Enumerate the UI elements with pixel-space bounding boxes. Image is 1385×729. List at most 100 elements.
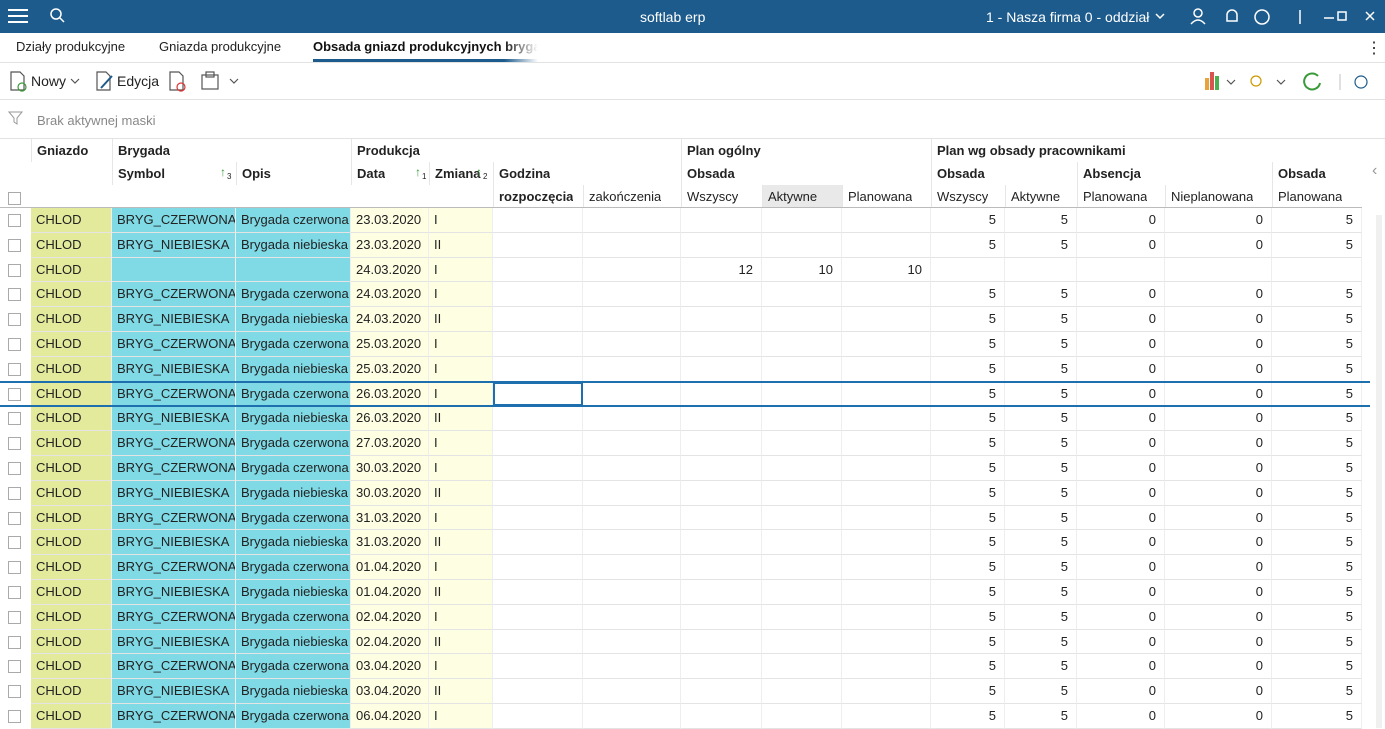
cell[interactable]: 5: [1272, 456, 1362, 481]
cell[interactable]: I: [429, 431, 493, 456]
cell[interactable]: [681, 654, 762, 680]
cell[interactable]: 5: [931, 679, 1005, 704]
cell[interactable]: 5: [931, 431, 1005, 456]
cell[interactable]: [842, 381, 931, 407]
cell[interactable]: 5: [1272, 232, 1362, 258]
cell[interactable]: I: [429, 654, 493, 680]
cell[interactable]: BRYG_NIEBIESKA: [112, 232, 236, 258]
cell[interactable]: 26.03.2020: [351, 406, 429, 432]
cell[interactable]: [681, 580, 762, 605]
row-checkbox[interactable]: [8, 387, 21, 401]
row-checkbox[interactable]: [8, 263, 21, 277]
cell[interactable]: [583, 704, 681, 729]
cell[interactable]: [681, 480, 762, 506]
cell[interactable]: BRYG_CZERWONA: [112, 456, 236, 481]
cell[interactable]: 5: [1272, 208, 1362, 233]
cell[interactable]: 01.04.2020: [351, 555, 429, 580]
row-checkbox[interactable]: [8, 313, 21, 327]
cell[interactable]: 26.03.2020: [351, 381, 429, 407]
row-checkbox[interactable]: [8, 511, 21, 525]
cell[interactable]: 0: [1077, 431, 1165, 456]
row-checkbox[interactable]: [8, 710, 21, 723]
cell[interactable]: 0: [1165, 480, 1272, 506]
cell[interactable]: I: [429, 356, 493, 382]
cell[interactable]: [493, 307, 583, 332]
cell[interactable]: BRYG_CZERWONA: [112, 282, 236, 308]
cell[interactable]: CHLOD: [31, 356, 112, 382]
cell[interactable]: [842, 480, 931, 506]
cell[interactable]: 5: [1272, 530, 1362, 556]
row-checkbox[interactable]: [8, 462, 21, 475]
cell[interactable]: [493, 406, 583, 432]
cell[interactable]: Brygada czerwona: [236, 555, 351, 580]
cell[interactable]: 5: [1005, 629, 1077, 655]
cell[interactable]: BRYG_CZERWONA: [112, 505, 236, 531]
cell[interactable]: [493, 332, 583, 357]
cell[interactable]: 0: [1165, 629, 1272, 655]
cell[interactable]: Brygada niebieska: [236, 679, 351, 704]
cell[interactable]: [583, 654, 681, 680]
cell[interactable]: [842, 332, 931, 357]
selected-cell[interactable]: [493, 381, 583, 407]
cell[interactable]: CHLOD: [31, 505, 112, 531]
cell[interactable]: 5: [1005, 332, 1077, 357]
cell[interactable]: 0: [1165, 381, 1272, 407]
cell[interactable]: 5: [1005, 208, 1077, 233]
cell[interactable]: 5: [1272, 282, 1362, 308]
cell[interactable]: 01.04.2020: [351, 580, 429, 605]
cell[interactable]: Brygada czerwona: [236, 208, 351, 233]
cell[interactable]: [842, 232, 931, 258]
cell[interactable]: CHLOD: [31, 604, 112, 630]
cell[interactable]: [583, 480, 681, 506]
cell[interactable]: BRYG_CZERWONA: [112, 704, 236, 729]
cell[interactable]: 5: [1272, 505, 1362, 531]
cell[interactable]: BRYG_CZERWONA: [112, 654, 236, 680]
cell[interactable]: I: [429, 332, 493, 357]
cell[interactable]: [681, 456, 762, 481]
cell[interactable]: 23.03.2020: [351, 232, 429, 258]
cell[interactable]: 0: [1077, 307, 1165, 332]
cell[interactable]: [762, 406, 842, 432]
column-header[interactable]: Brygada: [112, 139, 170, 162]
cell[interactable]: 5: [1272, 679, 1362, 704]
cell[interactable]: 0: [1165, 679, 1272, 704]
cell[interactable]: 5: [931, 356, 1005, 382]
cell[interactable]: [493, 232, 583, 258]
cell[interactable]: [681, 679, 762, 704]
cell[interactable]: [842, 555, 931, 580]
cell[interactable]: [842, 704, 931, 729]
cell[interactable]: 0: [1077, 505, 1165, 531]
cell[interactable]: [762, 356, 842, 382]
cell[interactable]: 5: [1005, 307, 1077, 332]
column-header[interactable]: Wszyscy: [681, 185, 738, 208]
cell[interactable]: [583, 580, 681, 605]
cell[interactable]: [842, 356, 931, 382]
cell[interactable]: [842, 679, 931, 704]
cell[interactable]: II: [429, 679, 493, 704]
cell[interactable]: [762, 530, 842, 556]
cell[interactable]: BRYG_CZERWONA: [112, 431, 236, 456]
cell[interactable]: CHLOD: [31, 679, 112, 704]
row-checkbox[interactable]: [8, 610, 21, 624]
cell[interactable]: 0: [1165, 505, 1272, 531]
cell[interactable]: 5: [1272, 654, 1362, 680]
row-checkbox[interactable]: [8, 214, 21, 227]
cell[interactable]: [493, 604, 583, 630]
cell[interactable]: 5: [1005, 555, 1077, 580]
cell[interactable]: II: [429, 307, 493, 332]
cell[interactable]: [762, 629, 842, 655]
cell[interactable]: 0: [1077, 456, 1165, 481]
column-header[interactable]: Data: [351, 162, 385, 185]
cell[interactable]: 5: [931, 456, 1005, 481]
cell[interactable]: [583, 505, 681, 531]
cell[interactable]: 31.03.2020: [351, 530, 429, 556]
cell[interactable]: 5: [931, 704, 1005, 729]
cell[interactable]: Brygada niebieska: [236, 356, 351, 382]
cell[interactable]: [236, 257, 351, 283]
cell[interactable]: [112, 257, 236, 283]
cell[interactable]: 5: [931, 232, 1005, 258]
cell[interactable]: [493, 629, 583, 655]
sort-arrow[interactable]: ↑: [415, 165, 421, 179]
cell[interactable]: CHLOD: [31, 480, 112, 506]
edit-button[interactable]: Edycja: [117, 73, 160, 89]
